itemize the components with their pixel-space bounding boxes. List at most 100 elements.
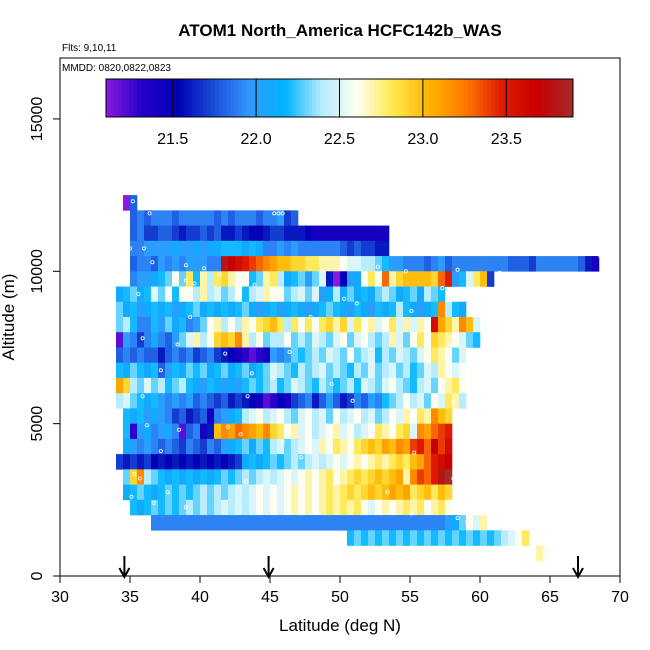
- colorbar-segment: [308, 79, 313, 117]
- heatmap-cell: [410, 408, 418, 424]
- colorbar-segment: [487, 79, 492, 117]
- heatmap-cell: [424, 301, 432, 318]
- heatmap-cell: [137, 317, 145, 333]
- heatmap-cell: [389, 408, 397, 424]
- heatmap-cell: [536, 256, 544, 272]
- heatmap-cell: [151, 210, 159, 226]
- heatmap-cell: [277, 423, 285, 440]
- x-tick-label: 65: [541, 589, 559, 606]
- heatmap-cell: [221, 286, 229, 303]
- heatmap-cell: [263, 408, 271, 424]
- colorbar-segment: [444, 79, 449, 117]
- y-tick-label: 0: [29, 571, 46, 580]
- heatmap-cell: [438, 393, 446, 409]
- heatmap-cell: [347, 515, 355, 531]
- heatmap-cell: [312, 225, 320, 242]
- heatmap-cell: [158, 393, 166, 409]
- heatmap-cell: [123, 454, 131, 470]
- heatmap-cell: [242, 454, 250, 470]
- sample-point: [308, 314, 313, 319]
- heatmap-cell: [214, 301, 222, 318]
- colorbar-segment: [366, 79, 372, 117]
- heatmap-cell: [193, 317, 201, 333]
- heatmap-cell: [389, 393, 397, 409]
- heatmap-cell: [354, 484, 362, 501]
- heatmap-cell: [396, 454, 404, 470]
- heatmap-cell: [151, 317, 159, 333]
- mmdd-label: MMDD: 0820,0822,0823: [62, 63, 171, 74]
- heatmap-cell: [403, 377, 411, 394]
- heatmap-cell: [403, 271, 411, 287]
- heatmap-cell: [333, 393, 341, 409]
- sample-point: [455, 267, 460, 272]
- sample-point: [598, 254, 603, 259]
- heatmap-cell: [340, 423, 348, 440]
- colorbar-segment: [506, 79, 512, 117]
- heatmap-cell: [172, 377, 180, 394]
- colorbar-segment: [436, 79, 442, 117]
- heatmap-cell: [431, 286, 439, 303]
- heatmap-cell: [333, 225, 341, 242]
- heatmap-cell: [235, 377, 243, 394]
- heatmap-cell: [291, 347, 299, 364]
- heatmap-cell: [207, 438, 215, 455]
- flight-arrow: [262, 556, 275, 580]
- heatmap-cell: [130, 469, 138, 485]
- heatmap-cell: [312, 438, 320, 455]
- heatmap-cell: [298, 362, 306, 379]
- heatmap-cell: [123, 332, 131, 348]
- heatmap-cell: [389, 484, 397, 501]
- heatmap-cell: [228, 332, 236, 348]
- colorbar-segment: [374, 79, 379, 117]
- heatmap-cell: [193, 515, 201, 531]
- colorbar-segment: [117, 79, 122, 117]
- heatmap-cell: [438, 317, 446, 333]
- heatmap-cell: [326, 347, 334, 364]
- heatmap-cell: [319, 484, 327, 501]
- heatmap-cell: [291, 317, 299, 333]
- colorbar-segment: [144, 79, 150, 117]
- heatmap-cell: [368, 377, 376, 394]
- heatmap-cell: [151, 484, 159, 501]
- heatmap-cell: [221, 423, 229, 440]
- heatmap-cell: [186, 499, 194, 516]
- sample-point: [536, 435, 541, 440]
- colorbar-segment: [179, 79, 185, 117]
- heatmap-cell: [403, 317, 411, 333]
- heatmap-cell: [340, 317, 348, 333]
- flight-arrow: [118, 556, 131, 580]
- sample-point: [141, 246, 146, 251]
- heatmap-cell: [221, 317, 229, 333]
- heatmap-cell: [137, 377, 145, 394]
- heatmap-cell: [438, 423, 446, 440]
- heatmap-cell: [172, 362, 180, 379]
- heatmap-cell: [235, 225, 243, 242]
- colorbar-segment: [534, 79, 539, 117]
- sample-point: [535, 273, 540, 278]
- heatmap-cell: [186, 362, 194, 379]
- heatmap-cell: [214, 454, 222, 470]
- heatmap-cell: [375, 499, 383, 516]
- heatmap-cell: [256, 499, 264, 516]
- colorbar-tick-label: 23.0: [407, 131, 438, 148]
- heatmap-cell: [137, 256, 145, 272]
- heatmap-cell: [235, 499, 243, 516]
- sample-point: [151, 500, 156, 505]
- heatmap-cell: [165, 469, 173, 485]
- heatmap-cell: [284, 438, 292, 455]
- heatmap-cell: [340, 515, 348, 531]
- heatmap-cell: [179, 317, 187, 333]
- heatmap-cell: [270, 438, 278, 455]
- heatmap-cell: [214, 469, 222, 485]
- heatmap-cell: [200, 347, 208, 364]
- heatmap-cell: [263, 454, 271, 470]
- heatmap-cell: [186, 332, 194, 348]
- heatmap-cell: [158, 454, 166, 470]
- heatmap-cell: [319, 301, 327, 318]
- heatmap-cell: [326, 408, 334, 424]
- heatmap-cell: [312, 515, 320, 531]
- heatmap-cell: [445, 484, 453, 501]
- colorbar-segment: [549, 79, 554, 117]
- heatmap-cell: [130, 347, 138, 364]
- heatmap-cell: [249, 271, 257, 287]
